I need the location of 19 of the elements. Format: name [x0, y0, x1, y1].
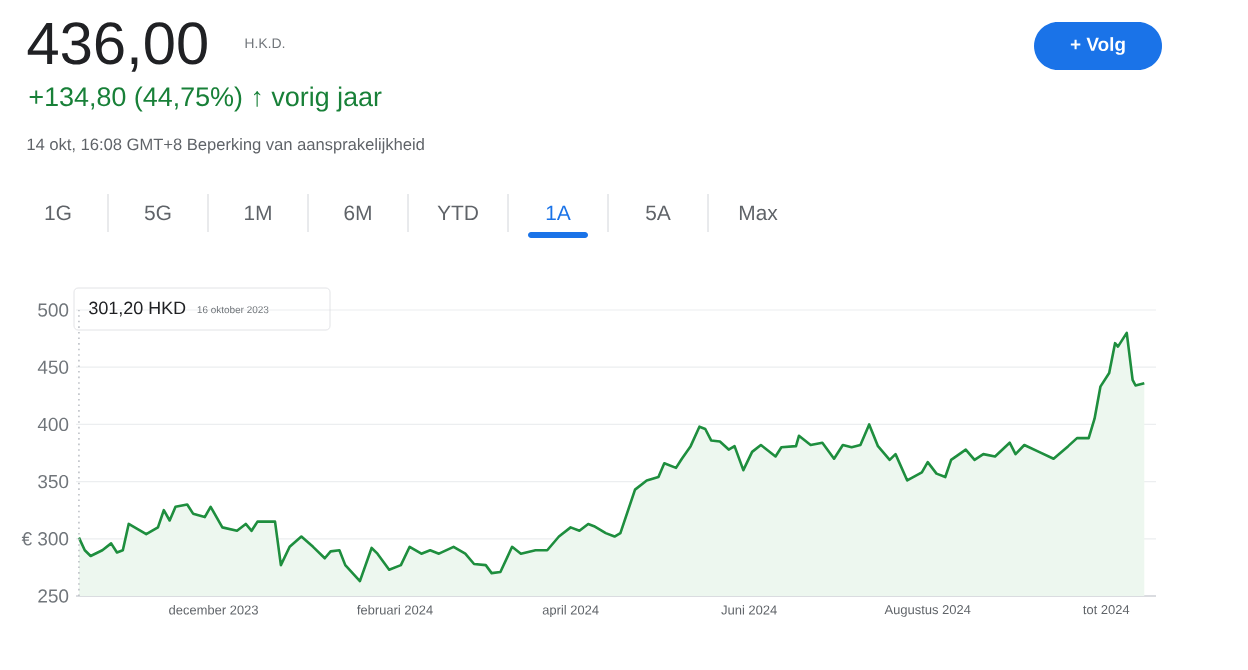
text: 6M [344, 205, 371, 221]
y-tick-label: 350 [38, 474, 69, 489]
y-tick-label: 450 [37, 360, 69, 374]
text: 5G [144, 205, 171, 221]
text: 14 okt, 16:08 GMT+8 Beperking van aansprakelijkheid [27, 138, 424, 154]
y-tick-label: 250 [38, 589, 69, 603]
text: +134,80 (44,75%) ↑ vorig jaar [29, 86, 382, 112]
text: 1M [245, 205, 271, 220]
y-tick-label: € 300 [21, 532, 69, 546]
text: YTD [437, 205, 478, 220]
text: + Volg [1070, 37, 1125, 55]
annotation: 301,20 HKD [89, 301, 186, 317]
chart-title: 436,00 [27, 22, 207, 72]
text: 1G [45, 205, 71, 221]
text: Max [739, 205, 778, 221]
y-tick-label: 400 [37, 417, 69, 432]
y-tick-label: 500 [38, 303, 69, 317]
text: 1A [546, 205, 571, 220]
text: 5A [646, 205, 671, 221]
